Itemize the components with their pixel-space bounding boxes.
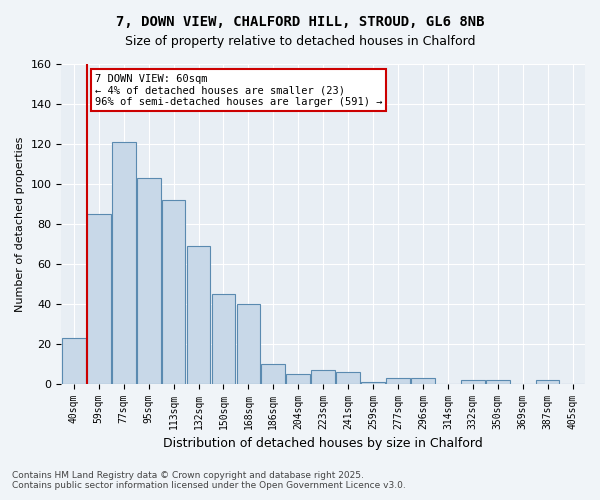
Bar xyxy=(311,370,335,384)
Bar xyxy=(411,378,435,384)
Text: Size of property relative to detached houses in Chalford: Size of property relative to detached ho… xyxy=(125,35,475,48)
Bar xyxy=(187,246,211,384)
Bar xyxy=(87,214,110,384)
Bar xyxy=(386,378,410,384)
Text: 7, DOWN VIEW, CHALFORD HILL, STROUD, GL6 8NB: 7, DOWN VIEW, CHALFORD HILL, STROUD, GL6… xyxy=(116,15,484,29)
Bar xyxy=(536,380,559,384)
Bar xyxy=(361,382,385,384)
Bar xyxy=(162,200,185,384)
Bar xyxy=(236,304,260,384)
Text: Contains HM Land Registry data © Crown copyright and database right 2025.
Contai: Contains HM Land Registry data © Crown c… xyxy=(12,470,406,490)
Bar xyxy=(486,380,509,384)
Bar xyxy=(286,374,310,384)
Bar xyxy=(112,142,136,384)
Bar xyxy=(62,338,86,384)
Bar xyxy=(137,178,161,384)
Bar xyxy=(461,380,485,384)
Bar xyxy=(212,294,235,384)
Bar xyxy=(262,364,285,384)
X-axis label: Distribution of detached houses by size in Chalford: Distribution of detached houses by size … xyxy=(163,437,483,450)
Y-axis label: Number of detached properties: Number of detached properties xyxy=(15,136,25,312)
Text: 7 DOWN VIEW: 60sqm
← 4% of detached houses are smaller (23)
96% of semi-detached: 7 DOWN VIEW: 60sqm ← 4% of detached hous… xyxy=(95,74,382,107)
Bar xyxy=(336,372,360,384)
